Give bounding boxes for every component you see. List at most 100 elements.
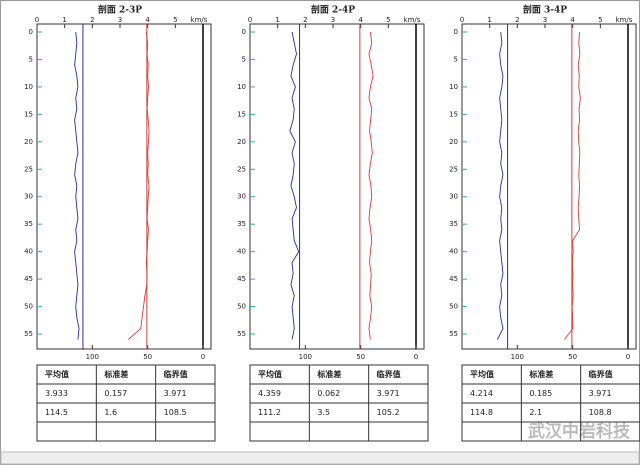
x2-tick-label: 0 xyxy=(414,353,418,361)
y-tick-label: 45 xyxy=(237,275,246,283)
x-tick-label: 4 xyxy=(145,16,150,24)
plot-frame xyxy=(461,23,637,350)
x2-tick-label: 0 xyxy=(201,353,205,361)
table-cell: 3.5 xyxy=(317,408,330,417)
x-tick-label: 2 xyxy=(303,16,307,24)
x2-tick-label: 50 xyxy=(568,353,577,361)
table-header: 平均值 xyxy=(258,369,282,379)
y-tick-label: 40 xyxy=(237,248,246,256)
y-tick-label: 45 xyxy=(449,275,458,283)
y-tick-label: 10 xyxy=(24,83,33,91)
x2-tick-label: 50 xyxy=(143,353,152,361)
y-tick-label: 5 xyxy=(242,55,246,63)
x-tick-label: 0 xyxy=(35,16,39,24)
y-tick-label: 25 xyxy=(24,165,33,173)
x2-tick-label: 50 xyxy=(356,353,365,361)
table-cell: 4.214 xyxy=(470,389,493,398)
y-tick-label: 15 xyxy=(237,110,246,118)
series-line xyxy=(497,31,504,340)
x-tick-label: 4 xyxy=(570,16,575,24)
y-tick-label: 10 xyxy=(237,83,246,91)
y-tick-label: 5 xyxy=(454,55,458,63)
chart-title: 剖面 2-3P xyxy=(98,4,142,16)
y-tick-label: 10 xyxy=(449,83,458,91)
y-tick-label: 0 xyxy=(29,28,33,36)
y-tick-label: 40 xyxy=(24,248,33,256)
scrollbar[interactable] xyxy=(0,451,640,465)
y-tick-label: 15 xyxy=(24,110,33,118)
x-unit: km/s xyxy=(191,16,208,24)
table-cell: 114.8 xyxy=(470,408,493,417)
table-cell: 114.5 xyxy=(45,408,68,417)
y-tick-label: 30 xyxy=(237,193,246,201)
y-tick-label: 55 xyxy=(237,330,246,338)
x-tick-label: 4 xyxy=(358,16,363,24)
x-tick-label: 1 xyxy=(275,16,279,24)
chart-title: 剖面 3-4P xyxy=(523,4,567,16)
y-tick-label: 20 xyxy=(24,138,33,146)
y-tick-label: 25 xyxy=(237,165,246,173)
x-tick-label: 3 xyxy=(543,16,547,24)
table-header: 临界值 xyxy=(589,369,613,379)
table-header: 标准差 xyxy=(316,369,341,379)
y-tick-label: 0 xyxy=(242,28,246,36)
x-tick-label: 5 xyxy=(386,16,390,24)
x-unit: km/s xyxy=(616,16,633,24)
y-tick-label: 55 xyxy=(449,330,458,338)
table-cell: 4.359 xyxy=(258,389,281,398)
table-cell: 0.185 xyxy=(529,389,552,398)
table-cell: 0.157 xyxy=(104,389,127,398)
table-cell: 3.971 xyxy=(377,389,400,398)
y-tick-label: 15 xyxy=(449,110,458,118)
table-cell: 2.1 xyxy=(529,408,542,417)
table-header: 标准差 xyxy=(103,369,128,379)
y-tick-label: 35 xyxy=(449,220,458,228)
x2-tick-label: 0 xyxy=(626,353,630,361)
plot-frame xyxy=(249,23,425,350)
watermark: 武汉中岩科技 xyxy=(528,421,631,442)
table-cell: 111.2 xyxy=(258,408,281,417)
y-tick-label: 35 xyxy=(237,220,246,228)
y-tick-label: 20 xyxy=(449,138,458,146)
y-tick-label: 35 xyxy=(24,220,33,228)
y-tick-label: 55 xyxy=(24,330,33,338)
table-cell: 1.6 xyxy=(104,408,117,417)
y-tick-label: 50 xyxy=(237,303,246,311)
x-tick-label: 0 xyxy=(460,16,464,24)
x-tick-label: 2 xyxy=(515,16,519,24)
x2-tick-label: 100 xyxy=(299,353,312,361)
y-tick-label: 50 xyxy=(24,303,33,311)
y-tick-label: 30 xyxy=(449,193,458,201)
x-tick-label: 5 xyxy=(598,16,602,24)
y-tick-label: 20 xyxy=(237,138,246,146)
table-cell: 3.971 xyxy=(164,389,187,398)
x-tick-label: 1 xyxy=(487,16,491,24)
table-cell: 108.8 xyxy=(589,408,612,417)
series-line xyxy=(74,31,80,340)
series-line xyxy=(289,31,300,340)
y-tick-label: 45 xyxy=(24,275,33,283)
series-line xyxy=(564,31,581,340)
x-tick-label: 0 xyxy=(248,16,252,24)
y-tick-label: 30 xyxy=(24,193,33,201)
series-line xyxy=(128,31,150,340)
chart-title: 剖面 2-4P xyxy=(311,4,355,16)
x-tick-label: 3 xyxy=(331,16,335,24)
y-tick-label: 5 xyxy=(29,55,33,63)
table-header: 临界值 xyxy=(377,369,401,379)
table-header: 临界值 xyxy=(164,369,188,379)
table-cell: 0.062 xyxy=(317,389,340,398)
table-header: 标准差 xyxy=(528,369,553,379)
table-cell: 108.5 xyxy=(164,408,187,417)
x-tick-label: 3 xyxy=(118,16,122,24)
x-tick-label: 5 xyxy=(173,16,177,24)
table-cell: 105.2 xyxy=(377,408,400,417)
table-cell: 3.933 xyxy=(45,389,68,398)
y-tick-label: 40 xyxy=(449,248,458,256)
table-header: 平均值 xyxy=(470,369,494,379)
table-header: 平均值 xyxy=(45,369,69,379)
x-tick-label: 1 xyxy=(62,16,66,24)
table-cell: 3.971 xyxy=(589,389,612,398)
